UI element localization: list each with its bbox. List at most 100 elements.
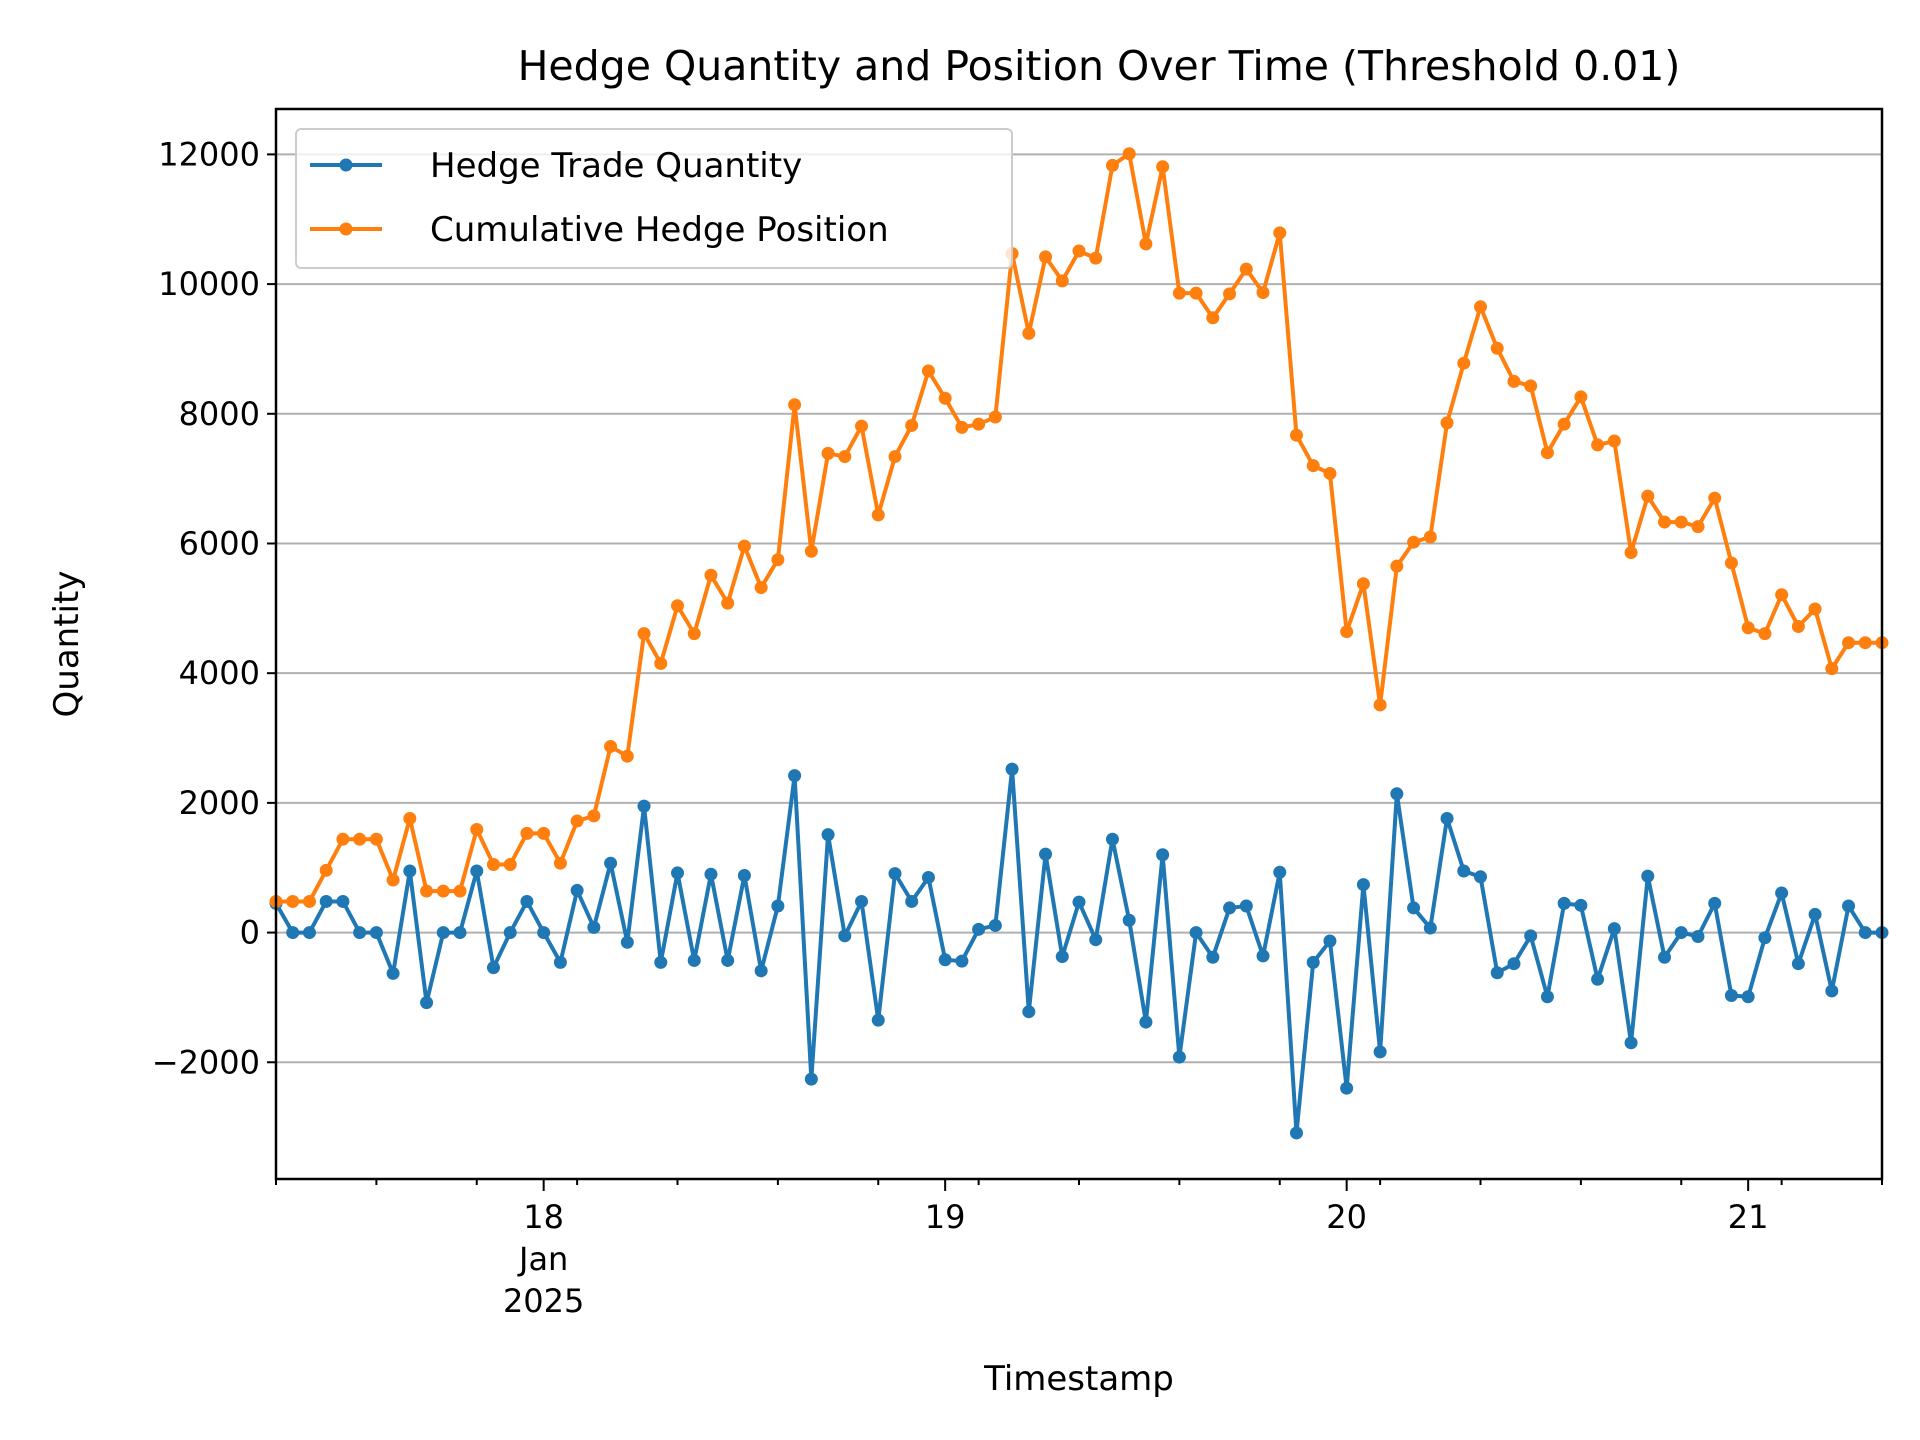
series-1	[269, 147, 1889, 908]
data-point	[654, 955, 668, 969]
data-point	[704, 867, 718, 881]
data-point	[1122, 913, 1136, 927]
data-point	[788, 769, 802, 783]
data-point	[436, 926, 450, 940]
data-point	[1557, 896, 1571, 910]
data-point	[453, 884, 467, 898]
data-point	[503, 857, 517, 871]
y-tick-label: 0	[240, 914, 260, 952]
data-point	[938, 391, 952, 405]
data-point	[1423, 530, 1437, 544]
data-point	[302, 894, 316, 908]
data-point	[1574, 390, 1588, 404]
data-point	[737, 869, 751, 883]
data-point	[1139, 237, 1153, 251]
data-point	[788, 398, 802, 412]
data-point	[654, 656, 668, 670]
data-point	[771, 553, 785, 567]
data-point	[1055, 274, 1069, 288]
data-point	[1306, 459, 1320, 473]
data-point	[1724, 556, 1738, 570]
data-point	[1072, 895, 1086, 909]
y-tick-label: 4000	[179, 654, 260, 692]
data-point	[1440, 416, 1454, 430]
data-point	[1490, 341, 1504, 355]
data-point	[420, 996, 434, 1010]
x-tick-label: 21	[1728, 1198, 1769, 1236]
data-point	[1490, 966, 1504, 980]
data-point	[1273, 865, 1287, 879]
data-point	[587, 920, 601, 934]
data-point	[1005, 762, 1019, 776]
data-point	[1641, 869, 1655, 883]
chart-title: Hedge Quantity and Position Over Time (T…	[518, 42, 1681, 90]
data-point	[704, 568, 718, 582]
data-point	[1641, 489, 1655, 503]
data-point	[821, 828, 835, 842]
data-point	[470, 864, 484, 878]
legend-marker	[339, 222, 353, 236]
data-point	[1139, 1015, 1153, 1029]
data-point	[1189, 926, 1203, 940]
data-point	[1674, 926, 1688, 940]
series-layer	[269, 147, 1889, 1140]
data-point	[972, 417, 986, 431]
data-point	[520, 894, 534, 908]
data-point	[1724, 988, 1738, 1002]
y-axis: −2000 0 2000 4000 6000 8000 10000 12000	[152, 135, 276, 1081]
data-point	[955, 420, 969, 434]
data-point	[1239, 899, 1253, 913]
data-point	[637, 627, 651, 641]
data-point	[1507, 374, 1521, 388]
data-point	[369, 832, 383, 846]
data-point	[1156, 848, 1170, 862]
data-point	[486, 857, 500, 871]
data-point	[1842, 899, 1856, 913]
data-point	[955, 954, 969, 968]
data-point	[1356, 878, 1370, 892]
data-point	[319, 863, 333, 877]
y-tick-label: 2000	[179, 784, 260, 822]
data-point	[1273, 226, 1287, 240]
data-point	[1306, 955, 1320, 969]
data-point	[353, 926, 367, 940]
data-point	[1607, 922, 1621, 936]
data-point	[1223, 287, 1237, 301]
legend-marker	[339, 158, 353, 172]
data-point	[921, 870, 935, 884]
data-point	[386, 966, 400, 980]
data-point	[687, 627, 701, 641]
data-point	[855, 894, 869, 908]
data-point	[1524, 929, 1538, 943]
data-point	[537, 826, 551, 840]
data-point	[570, 814, 584, 828]
data-point	[1825, 662, 1839, 676]
data-point	[302, 926, 316, 940]
data-point	[1607, 434, 1621, 448]
data-point	[671, 599, 684, 613]
data-point	[1239, 262, 1253, 276]
data-point	[553, 955, 567, 969]
data-point	[1791, 957, 1805, 971]
legend: Hedge Trade Quantity Cumulative Hedge Pos…	[295, 128, 1013, 269]
data-point	[1172, 1050, 1186, 1064]
data-point	[1390, 787, 1404, 801]
data-point	[1457, 864, 1471, 878]
x-axis-title: Timestamp	[983, 1359, 1174, 1399]
legend-label: Hedge Trade Quantity	[430, 146, 802, 186]
data-point	[1105, 158, 1119, 172]
data-point	[1674, 515, 1688, 529]
data-point	[938, 953, 952, 967]
data-point	[604, 739, 618, 753]
data-point	[386, 873, 400, 887]
data-point	[1206, 950, 1220, 964]
y-axis-title: Quantity	[47, 571, 87, 718]
data-point	[1858, 926, 1872, 940]
data-point	[1423, 921, 1437, 935]
data-point	[1323, 934, 1337, 948]
data-point	[319, 894, 333, 908]
data-point	[1624, 1036, 1638, 1050]
data-point	[721, 953, 735, 967]
data-point	[1540, 446, 1554, 460]
